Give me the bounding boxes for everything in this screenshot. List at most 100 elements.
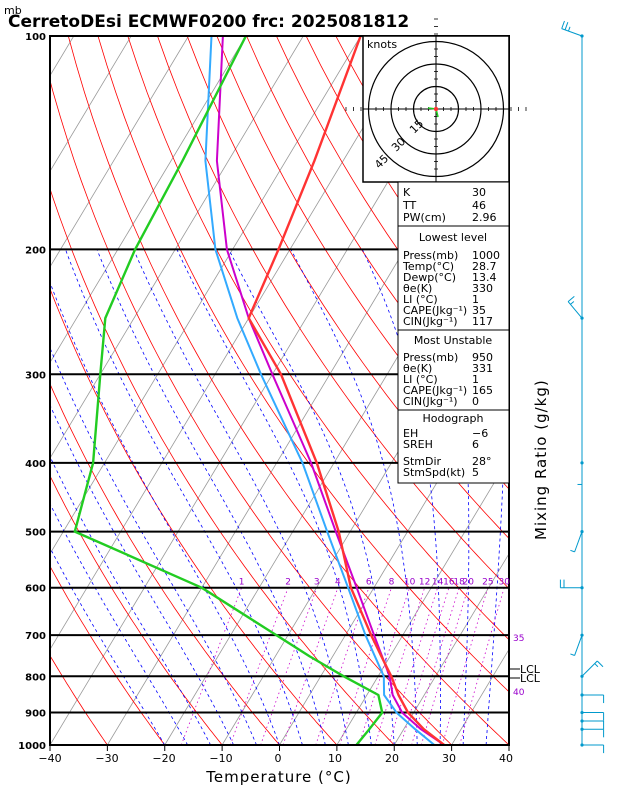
isotherm-line: [50, 36, 247, 364]
x-tick-label: −30: [95, 752, 118, 765]
moist-adiabat-line: [50, 547, 166, 745]
stat-value: 5: [472, 466, 479, 479]
parcel-trace-secondary: [204, 36, 436, 745]
stat-value: 30: [472, 186, 486, 199]
stat-value: 46: [472, 199, 486, 212]
isotherm-line: [393, 552, 509, 745]
x-tick-label: −40: [38, 752, 61, 765]
isotherm-line: [50, 36, 419, 651]
x-tick-label: 10: [328, 752, 342, 765]
stat-value: 330: [472, 282, 493, 295]
wind-barb-flag: [596, 660, 604, 668]
hodograph-origin: [433, 106, 439, 112]
moist-adiabat-line: [176, 249, 372, 745]
x-axis-label: Temperature (°C): [205, 768, 351, 786]
mixing-ratio-label: 18: [453, 578, 465, 588]
isotherm-line: [50, 36, 132, 173]
lcl-markers: LCL LCL: [508, 663, 541, 685]
stat-value: 1000: [472, 249, 500, 262]
pressure-tick-label: 500: [25, 528, 46, 539]
stat-value: 13.4: [472, 271, 497, 284]
stat-value: 2.96: [472, 211, 497, 224]
stat-label: LI (°C): [403, 373, 438, 386]
stat-value: 28°: [472, 455, 492, 468]
pressure-tick-label: 400: [25, 459, 46, 470]
pressure-tick-label: 600: [25, 584, 46, 595]
wind-barb-half-flag: [567, 26, 571, 32]
stat-label: TT: [402, 199, 417, 212]
dry-adiabat-line: [50, 654, 108, 745]
isotherm-line: [566, 36, 618, 745]
stats-frame: [397, 181, 510, 484]
wind-barb-half-flag: [594, 663, 599, 668]
wind-barb-flag: [564, 22, 569, 31]
wind-barb-column: [559, 20, 605, 754]
x-tick-label: −10: [209, 752, 232, 765]
stat-value: 117: [472, 315, 493, 328]
stat-label: Dewp(°C): [403, 271, 456, 284]
mixing-ratio-label: 1: [239, 578, 245, 588]
pressure-tick-label: 900: [25, 709, 46, 720]
dry-adiabat-line: [50, 565, 166, 745]
theta-e-labels: 35 40: [513, 634, 525, 698]
wind-barb-shaft: [574, 531, 583, 553]
dry-adiabat-line: [50, 79, 453, 745]
temperature-axis: [49, 745, 510, 751]
stat-value: 28.7: [472, 260, 497, 273]
stat-label: EH: [403, 427, 418, 440]
x-tick-label: 20: [385, 752, 399, 765]
wind-barb-half-flag: [570, 549, 575, 553]
stat-label: CAPE(Jkg⁻¹): [403, 304, 467, 317]
stat-value: −6: [472, 427, 488, 440]
background-lines: [0, 36, 618, 760]
pressure-tick-label: 800: [25, 672, 46, 683]
stat-label: Temp(°C): [402, 260, 454, 273]
mixing-ratio-label: 12: [419, 578, 430, 588]
dewpoint-profile: [73, 36, 384, 745]
dry-adiabat-line: [50, 287, 338, 745]
theta-e-label: 40: [513, 688, 525, 698]
pressure-tick-label: 100: [25, 32, 46, 43]
stat-label: K: [403, 186, 411, 199]
isotherm-line: [508, 744, 509, 745]
mixing-ratio-label: 3: [314, 578, 320, 588]
lcl-label: LCL: [520, 672, 541, 685]
dry-adiabat-line: [186, 36, 509, 540]
wind-barb-half-flag: [570, 653, 575, 656]
x-tick-label: 40: [499, 752, 513, 765]
mixing-ratio-label: 30: [498, 578, 510, 588]
theta-e-label: 35: [513, 634, 524, 644]
stat-label: CIN(Jkg⁻¹): [403, 315, 458, 328]
stat-label: SREH: [403, 438, 433, 451]
section-heading: Hodograph: [423, 412, 484, 425]
stat-value: 1: [472, 373, 479, 386]
stat-value: 950: [472, 351, 493, 364]
section-heading: Lowest level: [419, 231, 487, 244]
mixing-ratio-label: 16: [443, 578, 455, 588]
stat-label: LI (°C): [403, 293, 438, 306]
temperature-profile: [247, 36, 445, 745]
isotherm-line: [336, 457, 509, 745]
x-tick-label: 30: [442, 752, 456, 765]
wind-barb-half-flag: [570, 301, 575, 305]
isotherm-line: [50, 36, 361, 555]
pressure-tick-label: 700: [25, 631, 46, 642]
dry-adiabat-line: [574, 36, 618, 760]
stat-label: StmSpd(kt): [403, 466, 465, 479]
dry-adiabat-line: [216, 36, 509, 490]
mixing-ratio-label: 25: [482, 578, 493, 588]
stat-label: Press(mb): [403, 351, 458, 364]
stat-value: 6: [472, 438, 479, 451]
section-heading: Most Unstable: [414, 334, 493, 347]
wind-barb-flag: [561, 20, 565, 29]
mixing-ratio-label: 10: [404, 578, 416, 588]
isotherm-line: [50, 36, 189, 268]
mixing-ratio-axis-label: Mixing Ratio (g/kg): [532, 379, 550, 540]
pressure-tick-label: 200: [25, 245, 46, 256]
moist-adiabat-line: [65, 249, 303, 745]
isotherm-line: [0, 36, 16, 745]
moist-adiabat-line: [50, 502, 189, 745]
stat-label: CAPE(Jkg⁻¹): [403, 384, 467, 397]
